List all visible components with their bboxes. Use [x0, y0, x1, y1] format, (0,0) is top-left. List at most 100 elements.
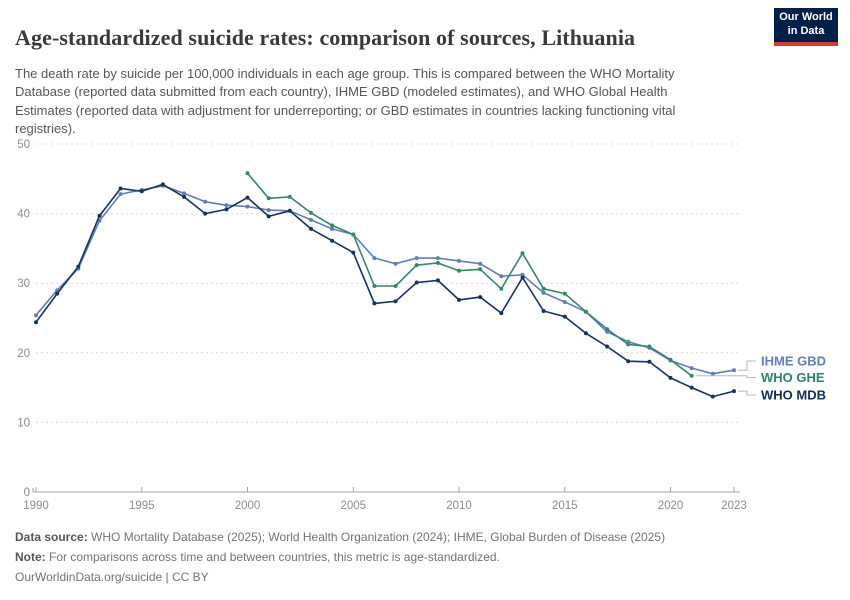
marker-who-ghe	[605, 327, 610, 332]
legend-label-who-ghe[interactable]: WHO GHE	[761, 370, 825, 385]
marker-who-mdb	[97, 213, 102, 218]
marker-ihme-gbd	[330, 226, 335, 231]
marker-who-ghe	[287, 194, 292, 199]
y-axis-tick-label: 50	[17, 139, 30, 151]
marker-who-mdb	[732, 389, 736, 394]
marker-who-mdb	[182, 194, 187, 199]
marker-who-ghe	[414, 263, 419, 268]
legend-connector	[695, 375, 756, 378]
marker-who-ghe	[351, 232, 356, 237]
marker-ihme-gbd	[414, 256, 419, 261]
marker-who-mdb	[689, 385, 694, 390]
marker-ihme-gbd	[562, 300, 567, 304]
marker-ihme-gbd	[309, 217, 313, 222]
marker-ihme-gbd	[372, 256, 377, 261]
marker-who-mdb	[710, 394, 715, 399]
marker-who-mdb	[309, 226, 313, 231]
marker-who-ghe	[499, 286, 504, 291]
marker-who-mdb	[266, 214, 271, 219]
source-label: Data source:	[15, 530, 88, 544]
marker-who-mdb	[583, 331, 588, 336]
marker-ihme-gbd	[182, 191, 187, 196]
marker-who-mdb	[478, 295, 483, 300]
series-who-ghe	[245, 171, 694, 378]
x-axis-tick-label: 2000	[235, 500, 261, 512]
marker-who-ghe	[245, 171, 250, 176]
line-who-mdb[interactable]	[35, 183, 735, 398]
marker-who-mdb	[118, 186, 123, 191]
marker-who-mdb	[414, 280, 419, 285]
source-text: WHO Mortality Database (2025); World Hea…	[87, 530, 666, 544]
marker-who-mdb	[668, 375, 673, 380]
marker-ihme-gbd	[245, 204, 250, 209]
marker-who-mdb	[287, 208, 292, 213]
marker-ihme-gbd	[118, 192, 123, 197]
marker-who-ghe	[330, 223, 335, 228]
y-axis-tick-label: 10	[17, 417, 30, 429]
marker-who-ghe	[668, 357, 673, 362]
marker-who-mdb	[351, 250, 356, 255]
series-who-mdb	[34, 182, 736, 399]
marker-ihme-gbd	[393, 261, 398, 266]
series-ihme-gbd	[34, 183, 736, 376]
chart-svg: 0 10 20 30 40 50 1990 1995 2000 2005 2010 2015 2020 2…	[17, 139, 826, 512]
owid-logo[interactable]: Our World in Data	[774, 8, 838, 46]
marker-ihme-gbd	[689, 366, 694, 371]
marker-who-mdb	[55, 291, 60, 296]
marker-who-mdb	[34, 320, 38, 325]
marker-ihme-gbd	[224, 203, 229, 208]
marker-who-mdb	[139, 189, 144, 194]
note-text: For comparisons across time and between …	[45, 550, 500, 565]
marker-ihme-gbd	[457, 258, 461, 263]
note-label: Note:	[15, 550, 46, 565]
marker-who-mdb	[626, 359, 631, 364]
marker-who-mdb	[457, 297, 461, 302]
owid-logo-line2: in Data	[787, 25, 825, 37]
chart-subtitle: The death rate by suicide per 100,000 in…	[15, 66, 676, 137]
marker-who-mdb	[245, 195, 250, 200]
marker-who-mdb	[520, 275, 525, 280]
x-axis-tick-label: 2010	[446, 500, 472, 512]
marker-ihme-gbd	[710, 371, 715, 376]
marker-ihme-gbd	[478, 261, 483, 266]
marker-who-ghe	[647, 344, 652, 349]
marker-who-mdb	[330, 238, 335, 243]
page-title: Age-standardized suicide rates: comparis…	[15, 24, 636, 50]
marker-who-ghe	[689, 373, 694, 378]
marker-ihme-gbd	[605, 329, 610, 334]
marker-who-mdb	[435, 278, 440, 283]
marker-who-ghe	[626, 342, 631, 347]
marker-who-ghe	[393, 284, 398, 288]
y-axis-tick-label: 20	[17, 348, 30, 360]
marker-who-ghe	[520, 251, 525, 256]
marker-who-mdb	[372, 301, 377, 306]
marker-who-mdb	[76, 264, 81, 269]
legend-label-ihme-gbd[interactable]: IHME GBD	[761, 354, 826, 369]
x-axis-tick-label: 2023	[721, 500, 747, 512]
y-axis-tick-label: 30	[17, 278, 30, 290]
marker-who-mdb	[499, 311, 504, 316]
chart-footer: Data source: WHO Mortality Database (202…	[15, 527, 835, 587]
marker-ihme-gbd	[520, 272, 525, 277]
marker-who-ghe	[435, 261, 440, 265]
marker-who-ghe	[562, 291, 567, 296]
owid-logo-line1: Our World	[779, 11, 833, 24]
line-who-ghe[interactable]	[246, 172, 693, 377]
marker-who-ghe	[583, 309, 588, 314]
marker-who-mdb	[541, 309, 546, 313]
marker-who-mdb	[562, 314, 567, 319]
legend-label-who-mdb[interactable]: WHO MDB	[761, 388, 826, 403]
x-axis-tick-label: 1995	[129, 500, 155, 512]
marker-ihme-gbd	[34, 313, 38, 318]
owid-url-link[interactable]: OurWorldinData.org/suicide | CC BY	[15, 570, 209, 585]
marker-who-mdb	[160, 182, 165, 187]
footer-source-line: Data source: WHO Mortality Database (202…	[15, 527, 835, 547]
x-axis-tick-label: 2015	[552, 500, 578, 512]
marker-ihme-gbd	[266, 208, 271, 213]
marker-ihme-gbd	[732, 368, 736, 373]
legend-connector	[738, 360, 756, 371]
legend-connector	[738, 390, 756, 396]
marker-who-ghe	[372, 284, 377, 288]
marker-who-ghe	[457, 268, 461, 273]
